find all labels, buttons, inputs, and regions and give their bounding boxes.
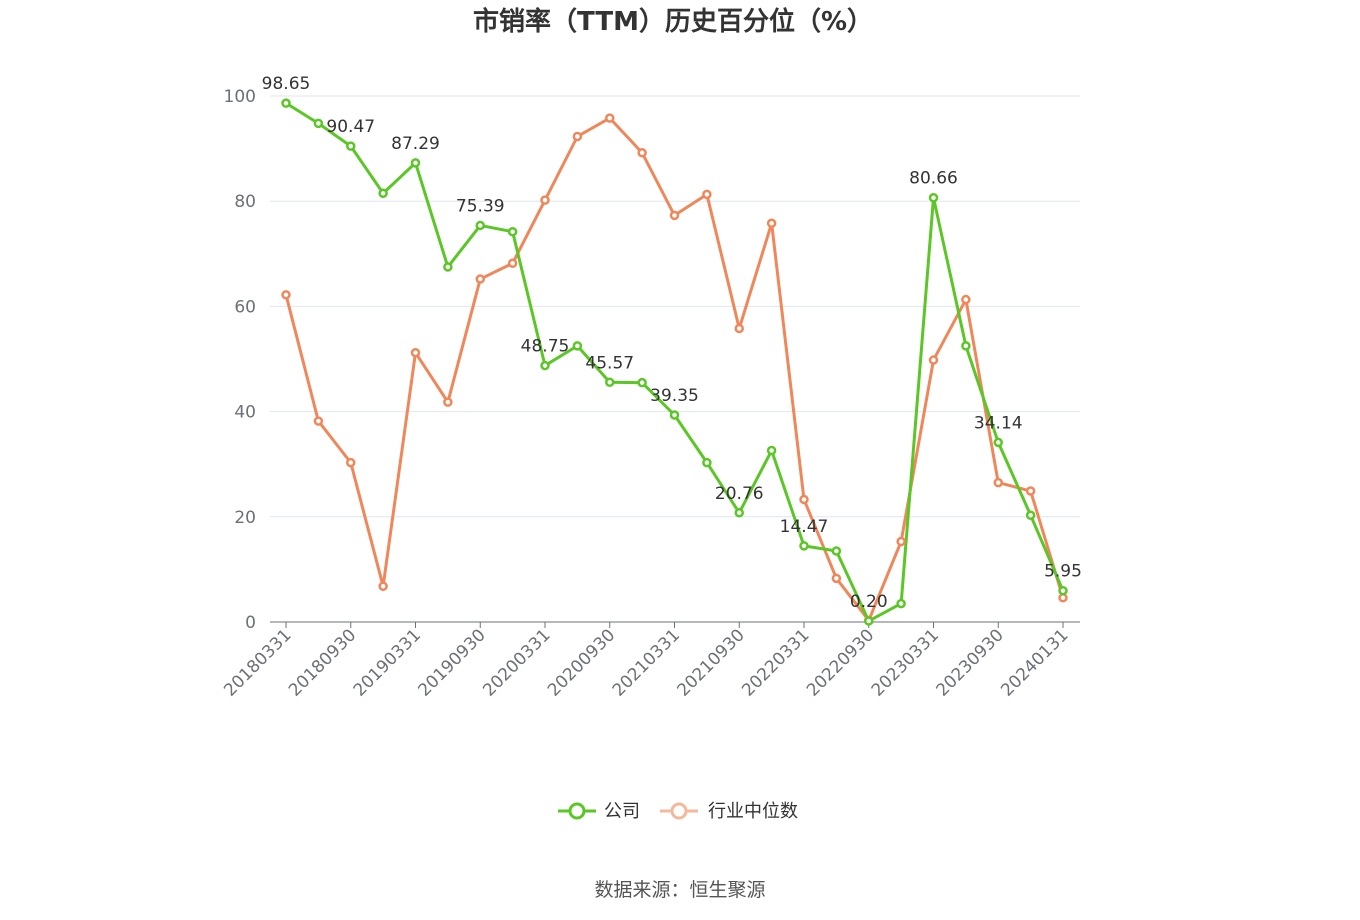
legend-item-1[interactable]: 行业中位数: [660, 801, 798, 822]
data-point: [507, 258, 518, 269]
data-point: [928, 355, 939, 365]
data-point: [378, 188, 388, 199]
x-tick-label: 20240131: [997, 625, 1072, 700]
data-point: [443, 262, 453, 272]
data-point: [734, 508, 744, 518]
data-point: [346, 457, 356, 468]
data-point: [702, 457, 712, 468]
data-label: 90.47: [326, 117, 375, 137]
y-tick-label: 100: [224, 87, 256, 107]
data-point: [313, 118, 324, 129]
data-labels: 98.65 90.47 87.29 75.39 48.75 45.57 39.35 20.76…: [262, 74, 1082, 612]
data-point: [961, 294, 971, 305]
data-point: [637, 377, 647, 388]
y-tick-label: 60: [234, 297, 256, 317]
data-point: [475, 274, 485, 284]
data-label: 87.29: [391, 134, 440, 154]
data-point: [281, 290, 291, 300]
x-tick-label: 20180930: [285, 625, 360, 700]
legend-label: 行业中位数: [708, 801, 798, 822]
data-point: [993, 477, 1003, 488]
data-source: 数据来源：恒生聚源: [594, 879, 765, 901]
data-point: [734, 323, 744, 334]
data-point: [572, 131, 583, 142]
chart-title: 市销率（TTM）历史百分位（%）: [473, 6, 873, 37]
x-tick-label: 20230331: [868, 625, 943, 700]
y-tick-label: 20: [234, 508, 256, 528]
data-point: [605, 113, 615, 123]
x-tick-label: 20190331: [350, 625, 425, 700]
data-point: [669, 210, 680, 221]
legend-item-0[interactable]: 公司: [558, 801, 640, 822]
data-label: 75.39: [456, 196, 505, 216]
data-point: [313, 416, 324, 426]
data-point: [766, 445, 777, 456]
x-tick-label: 20200930: [544, 625, 619, 700]
legend-marker-icon: [568, 802, 586, 820]
data-point: [1058, 585, 1068, 596]
data-label: 20.76: [715, 484, 764, 504]
legend-marker-icon: [670, 802, 688, 820]
series-points: [281, 98, 1068, 626]
data-point: [540, 195, 550, 205]
data-point: [605, 377, 615, 388]
data-point: [637, 148, 647, 158]
data-point: [540, 360, 550, 371]
y-tick-label: 40: [234, 403, 256, 423]
y-tick-label: 80: [234, 192, 256, 212]
data-label: 34.14: [974, 413, 1023, 433]
x-tick-label: 20180331: [220, 625, 295, 700]
data-point: [799, 494, 809, 505]
data-point: [993, 437, 1003, 448]
data-point: [896, 536, 906, 547]
grid: [270, 95, 1080, 518]
legend[interactable]: 公司 行业中位数: [558, 801, 798, 822]
x-tick-label: 20220331: [738, 625, 813, 700]
data-point: [702, 189, 712, 200]
data-label: 45.57: [585, 353, 634, 373]
data-point: [346, 141, 356, 151]
series-line-1: [284, 116, 1065, 622]
x-tick-label: 20200331: [479, 625, 554, 700]
data-point: [896, 598, 906, 609]
data-point: [831, 573, 842, 584]
data-point: [572, 341, 583, 351]
x-tick-label: 20220930: [803, 625, 878, 700]
data-point: [961, 341, 971, 351]
data-point: [507, 226, 518, 237]
data-point: [1025, 510, 1036, 520]
data-point: [831, 546, 842, 556]
x-tick-label: 20230930: [932, 625, 1007, 700]
data-label: 48.75: [521, 337, 570, 357]
data-label: 14.47: [780, 517, 829, 537]
x-tick-label: 20190930: [414, 625, 489, 700]
data-label: 39.35: [650, 386, 699, 406]
data-point: [669, 410, 680, 420]
data-label: 0.20: [850, 592, 888, 612]
x-tick-label: 20210331: [609, 625, 684, 700]
data-point: [443, 397, 453, 407]
y-tick-label: 0: [245, 613, 256, 633]
data-point: [864, 616, 874, 626]
x-tick-label: 20210930: [673, 625, 748, 700]
data-point: [1025, 486, 1036, 496]
data-label: 98.65: [262, 74, 311, 94]
legend-label: 公司: [604, 801, 640, 822]
data-label: 5.95: [1044, 562, 1082, 582]
data-point: [378, 581, 388, 591]
data-point: [410, 158, 421, 168]
data-point: [410, 347, 421, 358]
data-point: [475, 220, 485, 231]
data-label: 80.66: [909, 169, 958, 189]
data-point: [928, 192, 939, 203]
data-point: [281, 98, 291, 108]
data-point: [799, 541, 809, 551]
data-point: [766, 218, 777, 229]
